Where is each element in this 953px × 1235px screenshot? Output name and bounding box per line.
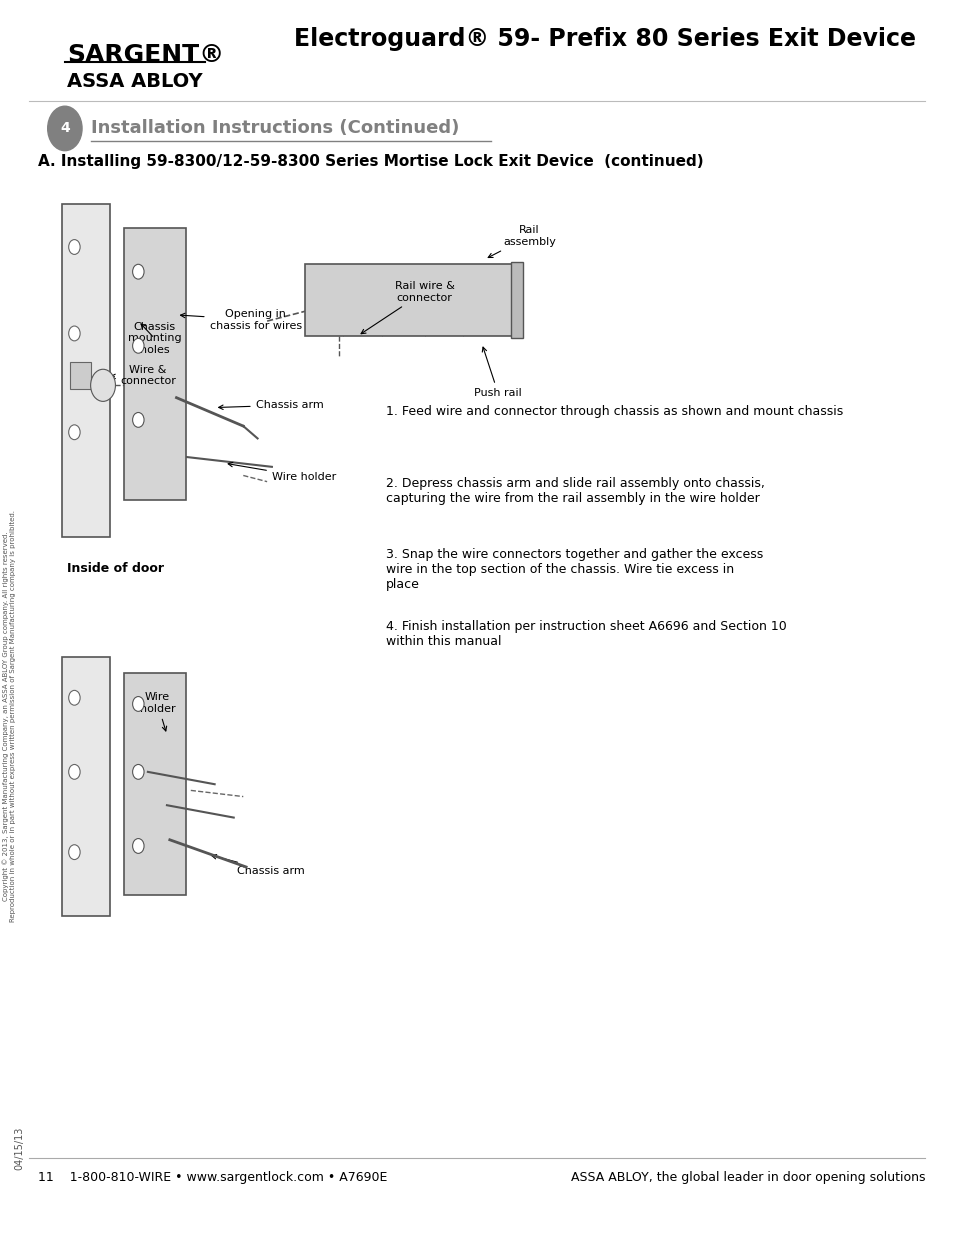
Text: 1. Feed wire and connector through chassis as shown and mount chassis: 1. Feed wire and connector through chass… (386, 405, 842, 419)
FancyBboxPatch shape (62, 204, 110, 537)
Text: 4: 4 (60, 121, 70, 136)
Text: ASSA ABLOY, the global leader in door opening solutions: ASSA ABLOY, the global leader in door op… (570, 1171, 924, 1184)
Circle shape (69, 764, 80, 779)
FancyBboxPatch shape (511, 262, 522, 338)
FancyBboxPatch shape (124, 673, 186, 895)
Text: SARGENT®: SARGENT® (67, 43, 224, 67)
Text: Copyright © 2013, Sargent Manufacturing Company, an ASSA ABLOY Group company. Al: Copyright © 2013, Sargent Manufacturing … (3, 510, 16, 923)
Text: ASSA ABLOY: ASSA ABLOY (67, 72, 202, 90)
Text: 04/15/13: 04/15/13 (14, 1126, 24, 1171)
Circle shape (132, 697, 144, 711)
Text: 11    1-800-810-WIRE • www.sargentlock.com • A7690E: 11 1-800-810-WIRE • www.sargentlock.com … (38, 1171, 387, 1184)
Circle shape (132, 338, 144, 353)
Text: A. Installing 59-8300/12-59-8300 Series Mortise Lock Exit Device  (continued): A. Installing 59-8300/12-59-8300 Series … (38, 154, 703, 169)
Text: Electroguard® 59- Prefix 80 Series Exit Device: Electroguard® 59- Prefix 80 Series Exit … (294, 27, 915, 51)
Text: Push rail: Push rail (474, 347, 521, 398)
Text: Chassis arm: Chassis arm (218, 400, 323, 410)
Text: Rail
assembly: Rail assembly (488, 226, 556, 258)
Text: Chassis arm: Chassis arm (212, 855, 304, 876)
Circle shape (69, 240, 80, 254)
Circle shape (91, 369, 115, 401)
Text: Wire holder: Wire holder (228, 462, 335, 482)
FancyBboxPatch shape (70, 362, 91, 389)
Circle shape (132, 264, 144, 279)
FancyBboxPatch shape (62, 657, 110, 916)
Circle shape (69, 326, 80, 341)
Text: Inside of door: Inside of door (67, 562, 164, 576)
Text: 2. Depress chassis arm and slide rail assembly onto chassis,
capturing the wire : 2. Depress chassis arm and slide rail as… (386, 477, 764, 505)
Text: 3. Snap the wire connectors together and gather the excess
wire in the top secti: 3. Snap the wire connectors together and… (386, 548, 762, 592)
Circle shape (132, 412, 144, 427)
FancyBboxPatch shape (124, 228, 186, 500)
Text: Chassis
mounting
holes: Chassis mounting holes (128, 322, 181, 354)
Text: Wire &
connector: Wire & connector (111, 364, 175, 387)
Circle shape (69, 845, 80, 860)
Text: 4. Finish installation per instruction sheet A6696 and Section 10
within this ma: 4. Finish installation per instruction s… (386, 620, 786, 648)
Text: Wire
holder: Wire holder (139, 693, 175, 731)
Circle shape (132, 839, 144, 853)
FancyBboxPatch shape (305, 264, 515, 336)
Circle shape (132, 764, 144, 779)
Text: Rail wire &
connector: Rail wire & connector (361, 282, 454, 333)
Circle shape (69, 690, 80, 705)
Circle shape (69, 425, 80, 440)
Text: Installation Instructions (Continued): Installation Instructions (Continued) (91, 120, 458, 137)
Circle shape (48, 106, 82, 151)
Text: Opening in
chassis for wires: Opening in chassis for wires (180, 309, 301, 331)
